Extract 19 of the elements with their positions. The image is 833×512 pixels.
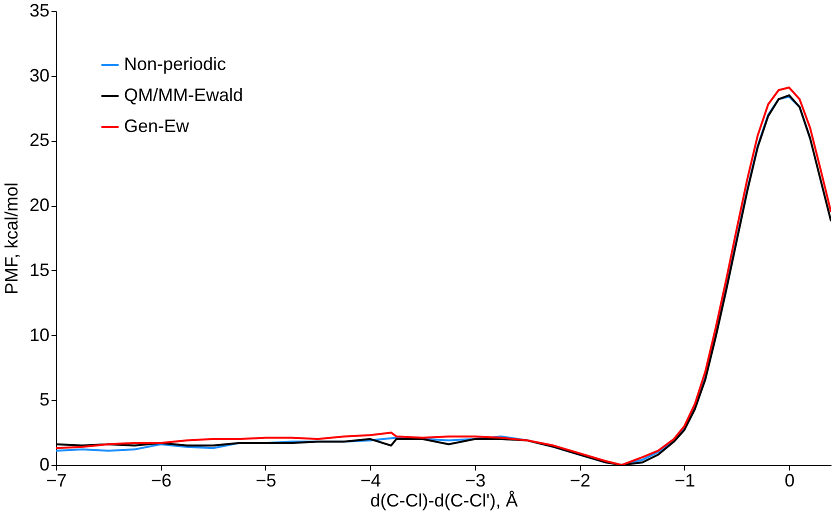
x-tick-label: −1 xyxy=(674,470,696,490)
x-tick-label: −6 xyxy=(150,470,172,490)
x-tick-label: 0 xyxy=(784,470,795,490)
y-tick-label: 20 xyxy=(29,195,50,216)
x-tick-label: −2 xyxy=(570,470,590,490)
y-tick-label: 30 xyxy=(29,65,50,86)
y-tick-label: 5 xyxy=(39,390,50,410)
y-tick-label: 35 xyxy=(29,0,50,20)
legend-label: Non-periodic xyxy=(124,54,226,74)
legend-label: Gen-Ew xyxy=(124,116,190,136)
y-tick-label: 10 xyxy=(29,324,50,345)
y-tick-label: 15 xyxy=(29,260,50,280)
y-tick-label: 25 xyxy=(29,130,50,150)
x-tick-label: −3 xyxy=(465,470,486,490)
x-tick-label: −5 xyxy=(256,470,276,490)
x-axis-title: d(C-Cl)-d(C-Cl'), Å xyxy=(370,490,518,510)
x-tick-label: −4 xyxy=(360,470,381,490)
legend-label: QM/MM-Ewald xyxy=(124,85,244,105)
y-axis-title: PMF, kcal/mol xyxy=(1,182,22,295)
